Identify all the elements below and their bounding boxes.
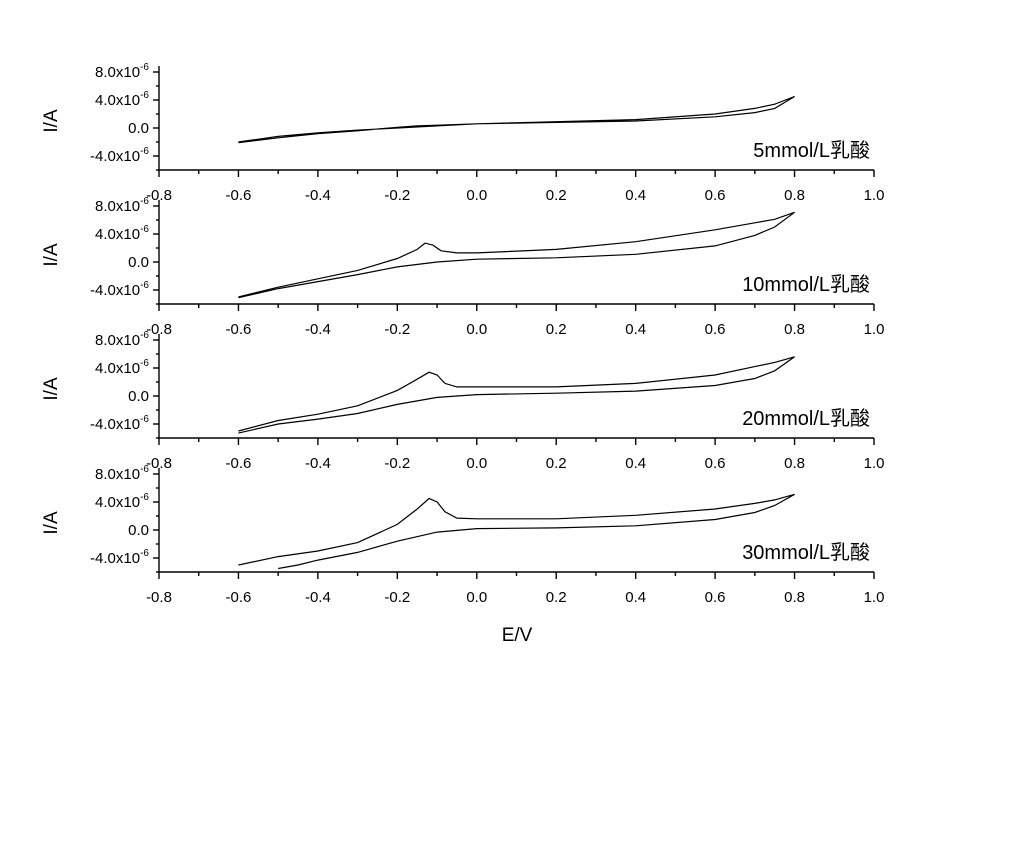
concentration-label: 5mmol/L乳酸: [753, 139, 870, 162]
panels-group: -0.8 -0.6 -0.4 -0.2 0.0 0.2 0.4 0.6 0.8 1.0 8.0x10…: [41, 62, 884, 606]
y-tick-label: -4.0x10-6: [90, 548, 149, 567]
x-tick-label: 1.0: [864, 589, 885, 606]
x-tick-label: 0.4: [625, 455, 646, 472]
x-tick-label: -0.8: [146, 455, 172, 472]
y-tick-label: -4.0x10-6: [90, 414, 149, 433]
x-tick-label: -0.8: [146, 589, 172, 606]
x-tick-label: -0.8: [146, 321, 172, 338]
x-tick-label: -0.2: [384, 321, 410, 338]
x-tick-label: 0.6: [705, 589, 726, 606]
x-tick-label: 0.0: [466, 589, 487, 606]
x-tick-label: 0.8: [784, 321, 805, 338]
x-tick-label: 0.4: [625, 321, 646, 338]
x-tick-label: 1.0: [864, 321, 885, 338]
cv-curve: [238, 211, 795, 299]
x-tick-label: 0.8: [784, 589, 805, 606]
x-tick-label: 0.4: [625, 589, 646, 606]
x-tick-label: 0.8: [784, 455, 805, 472]
y-axis-title: I/A: [41, 511, 62, 535]
x-tick-label: 0.6: [705, 187, 726, 204]
x-tick-label: 0.6: [705, 455, 726, 472]
x-tick-label: 0.2: [546, 187, 567, 204]
y-axis-title: I/A: [41, 377, 62, 401]
y-tick-label: 0.0: [128, 388, 149, 405]
concentration-label: 20mmol/L乳酸: [742, 407, 870, 430]
x-tick-label: 1.0: [864, 187, 885, 204]
x-tick-label: -0.8: [146, 187, 172, 204]
x-tick-label: -0.2: [384, 187, 410, 204]
x-tick-label: 0.2: [546, 455, 567, 472]
x-tick-label: -0.4: [305, 187, 331, 204]
y-tick-label: 8.0x10-6: [95, 464, 149, 483]
y-tick-label: -4.0x10-6: [90, 146, 149, 165]
y-tick-label: 0.0: [128, 120, 149, 137]
cv-curve: [238, 95, 795, 144]
cv-curve: [238, 493, 795, 570]
panel-3: -0.8 -0.6 -0.4 -0.2 0.0 0.2 0.4 0.6 0.8 1.0 8.0x10…: [41, 330, 884, 472]
cv-curve: [238, 356, 795, 434]
x-tick-label: -0.4: [305, 321, 331, 338]
y-tick-label: 0.0: [128, 522, 149, 539]
x-tick-label: 0.6: [705, 321, 726, 338]
x-tick-label: -0.2: [384, 589, 410, 606]
panel-4: -0.8 -0.6 -0.4 -0.2 0.0 0.2 0.4 0.6 0.8 1.0 8.0x10…: [41, 464, 884, 606]
x-tick-label: -0.6: [226, 321, 252, 338]
concentration-label: 30mmol/L乳酸: [742, 541, 870, 564]
y-axis-title: I/A: [41, 243, 62, 267]
y-tick-label: 4.0x10-6: [95, 224, 149, 243]
x-tick-label: -0.6: [226, 455, 252, 472]
x-tick-label: 0.2: [546, 321, 567, 338]
x-tick-label: -0.6: [226, 589, 252, 606]
y-tick-label: 4.0x10-6: [95, 358, 149, 377]
x-tick-label: 0.0: [466, 187, 487, 204]
y-tick-label: 8.0x10-6: [95, 330, 149, 349]
x-tick-label: 0.8: [784, 187, 805, 204]
y-tick-label: 8.0x10-6: [95, 196, 149, 215]
x-tick-label: 0.4: [625, 187, 646, 204]
y-axis-title: I/A: [41, 109, 62, 133]
panel-2: -0.8 -0.6 -0.4 -0.2 0.0 0.2 0.4 0.6 0.8 1.0 8.0x10…: [41, 196, 884, 338]
x-tick-label: -0.2: [384, 455, 410, 472]
y-tick-label: 4.0x10-6: [95, 90, 149, 109]
x-tick-label: 0.2: [546, 589, 567, 606]
x-tick-label: -0.4: [305, 455, 331, 472]
concentration-label: 10mmol/L乳酸: [742, 273, 870, 296]
x-tick-label: 0.0: [466, 321, 487, 338]
x-tick-label: -0.6: [226, 187, 252, 204]
y-tick-label: 0.0: [128, 254, 149, 271]
x-tick-label: 1.0: [864, 455, 885, 472]
x-tick-label: -0.4: [305, 589, 331, 606]
y-tick-label: 8.0x10-6: [95, 62, 149, 81]
y-tick-label: 4.0x10-6: [95, 492, 149, 511]
x-axis-title: E/V: [502, 625, 533, 646]
y-tick-label: -4.0x10-6: [90, 280, 149, 299]
x-tick-label: 0.0: [466, 455, 487, 472]
panel-1: -0.8 -0.6 -0.4 -0.2 0.0 0.2 0.4 0.6 0.8 1.0 8.0x10…: [41, 62, 884, 204]
